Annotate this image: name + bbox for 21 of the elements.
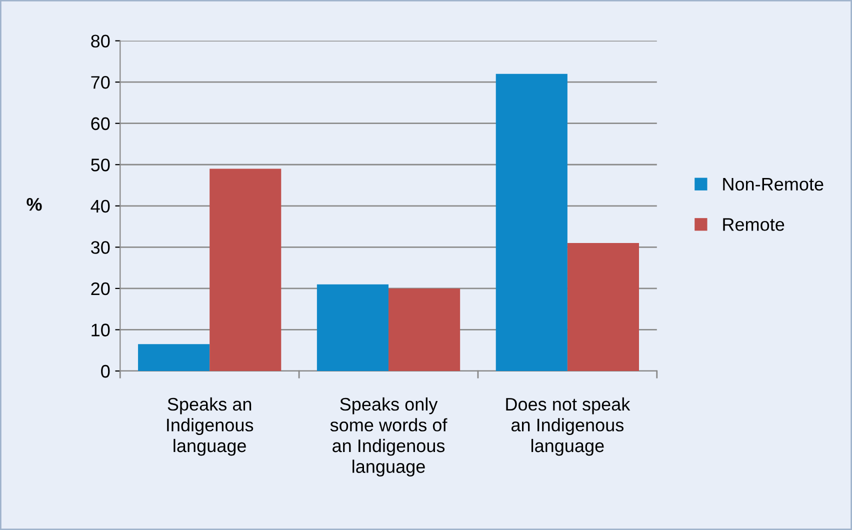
y-tick-label: 0 <box>101 364 110 378</box>
y-tick-label: 60 <box>91 117 110 130</box>
bar <box>210 168 282 371</box>
bar <box>388 288 460 371</box>
y-tick-label: 50 <box>91 158 110 172</box>
y-tick-label: 20 <box>91 282 110 296</box>
x-tick-label: Speaks only some words of an Indigenous language <box>330 397 448 477</box>
bar <box>567 243 639 371</box>
x-tick-label: Speaks an Indigenous language <box>167 397 254 456</box>
x-tick-label: Does not speak an Indigenous language <box>506 397 630 456</box>
y-tick-label: 80 <box>91 34 110 48</box>
y-tick-label: 10 <box>92 324 110 336</box>
bar <box>496 74 568 371</box>
legend-label: Non-Remote <box>723 178 824 191</box>
y-tick-label: 40 <box>90 200 110 213</box>
y-tick-label: 70 <box>91 76 110 89</box>
y-axis-title: % <box>26 198 42 211</box>
bar <box>138 344 210 371</box>
bar <box>316 284 389 371</box>
y-tick-label: 30 <box>91 241 110 254</box>
legend-label: Remote <box>723 218 784 231</box>
